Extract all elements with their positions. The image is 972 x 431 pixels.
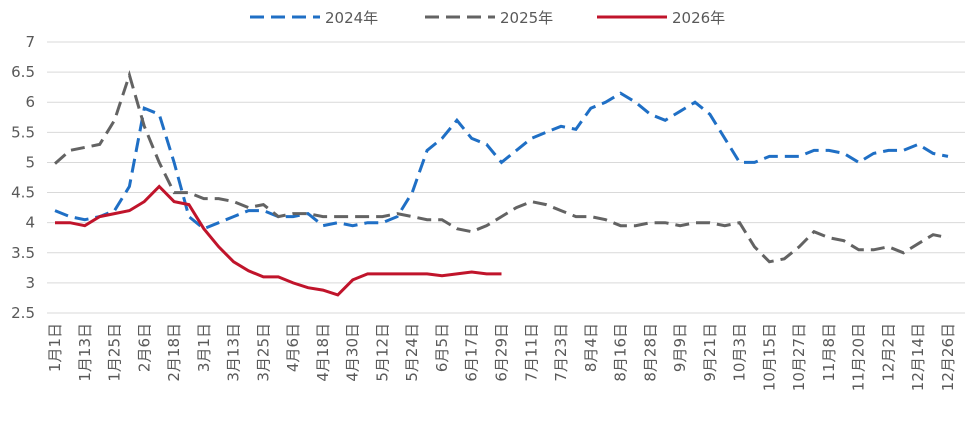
y-tick-label: 3 bbox=[25, 274, 35, 292]
series-line bbox=[55, 184, 502, 297]
y-tick-label: 7 bbox=[25, 33, 35, 51]
legend-label: 2026年 bbox=[672, 9, 725, 27]
y-tick-label: 5.5 bbox=[11, 123, 35, 141]
x-tick-label: 10月27日 bbox=[790, 323, 808, 391]
x-tick-label: 12月26日 bbox=[939, 323, 957, 391]
x-tick-label: 5月24日 bbox=[403, 323, 421, 382]
y-tick-label: 6.5 bbox=[11, 63, 35, 81]
x-tick-label: 7月11日 bbox=[522, 323, 540, 382]
legend-label: 2024年 bbox=[325, 9, 378, 27]
x-tick-label: 9月21日 bbox=[701, 323, 719, 382]
x-tick-label: 5月12日 bbox=[373, 323, 391, 382]
x-tick-label: 3月13日 bbox=[225, 323, 243, 382]
y-tick-label: 4.5 bbox=[11, 184, 35, 202]
x-tick-label: 10月3日 bbox=[731, 323, 749, 382]
x-tick-label: 12月2日 bbox=[879, 323, 897, 382]
x-tick-label: 4月18日 bbox=[314, 323, 332, 382]
series-line bbox=[54, 70, 949, 264]
y-tick-label: 2.5 bbox=[11, 304, 35, 322]
x-tick-label: 6月17日 bbox=[463, 323, 481, 382]
x-tick-label: 2月6日 bbox=[135, 323, 153, 372]
y-tick-label: 6 bbox=[25, 93, 35, 111]
y-tick-label: 4 bbox=[25, 214, 35, 232]
x-tick-label: 4月6日 bbox=[284, 323, 302, 372]
x-tick-label: 4月30日 bbox=[344, 323, 362, 382]
x-tick-label: 11月20日 bbox=[850, 323, 868, 391]
x-tick-label: 8月16日 bbox=[612, 323, 630, 382]
x-tick-label: 10月15日 bbox=[760, 323, 778, 391]
y-tick-label: 3.5 bbox=[11, 244, 35, 262]
x-tick-label: 2月18日 bbox=[165, 323, 183, 382]
x-tick-label: 3月1日 bbox=[195, 323, 213, 372]
x-tick-label: 6月5日 bbox=[433, 323, 451, 372]
series-line bbox=[54, 91, 949, 231]
x-tick-label: 1月13日 bbox=[76, 323, 94, 382]
x-tick-label: 8月28日 bbox=[641, 323, 659, 382]
x-tick-label: 3月25日 bbox=[254, 323, 272, 382]
x-tick-label: 8月4日 bbox=[582, 323, 600, 372]
legend-label: 2025年 bbox=[500, 9, 553, 27]
x-tick-label: 11月8日 bbox=[820, 323, 838, 382]
x-tick-label: 1月25日 bbox=[106, 323, 124, 382]
x-tick-label: 7月23日 bbox=[552, 323, 570, 382]
x-tick-label: 1月1日 bbox=[46, 323, 64, 372]
x-tick-label: 6月29日 bbox=[493, 323, 511, 382]
x-tick-label: 9月9日 bbox=[671, 323, 689, 372]
x-tick-label: 12月14日 bbox=[909, 323, 927, 391]
y-tick-label: 5 bbox=[25, 153, 35, 171]
